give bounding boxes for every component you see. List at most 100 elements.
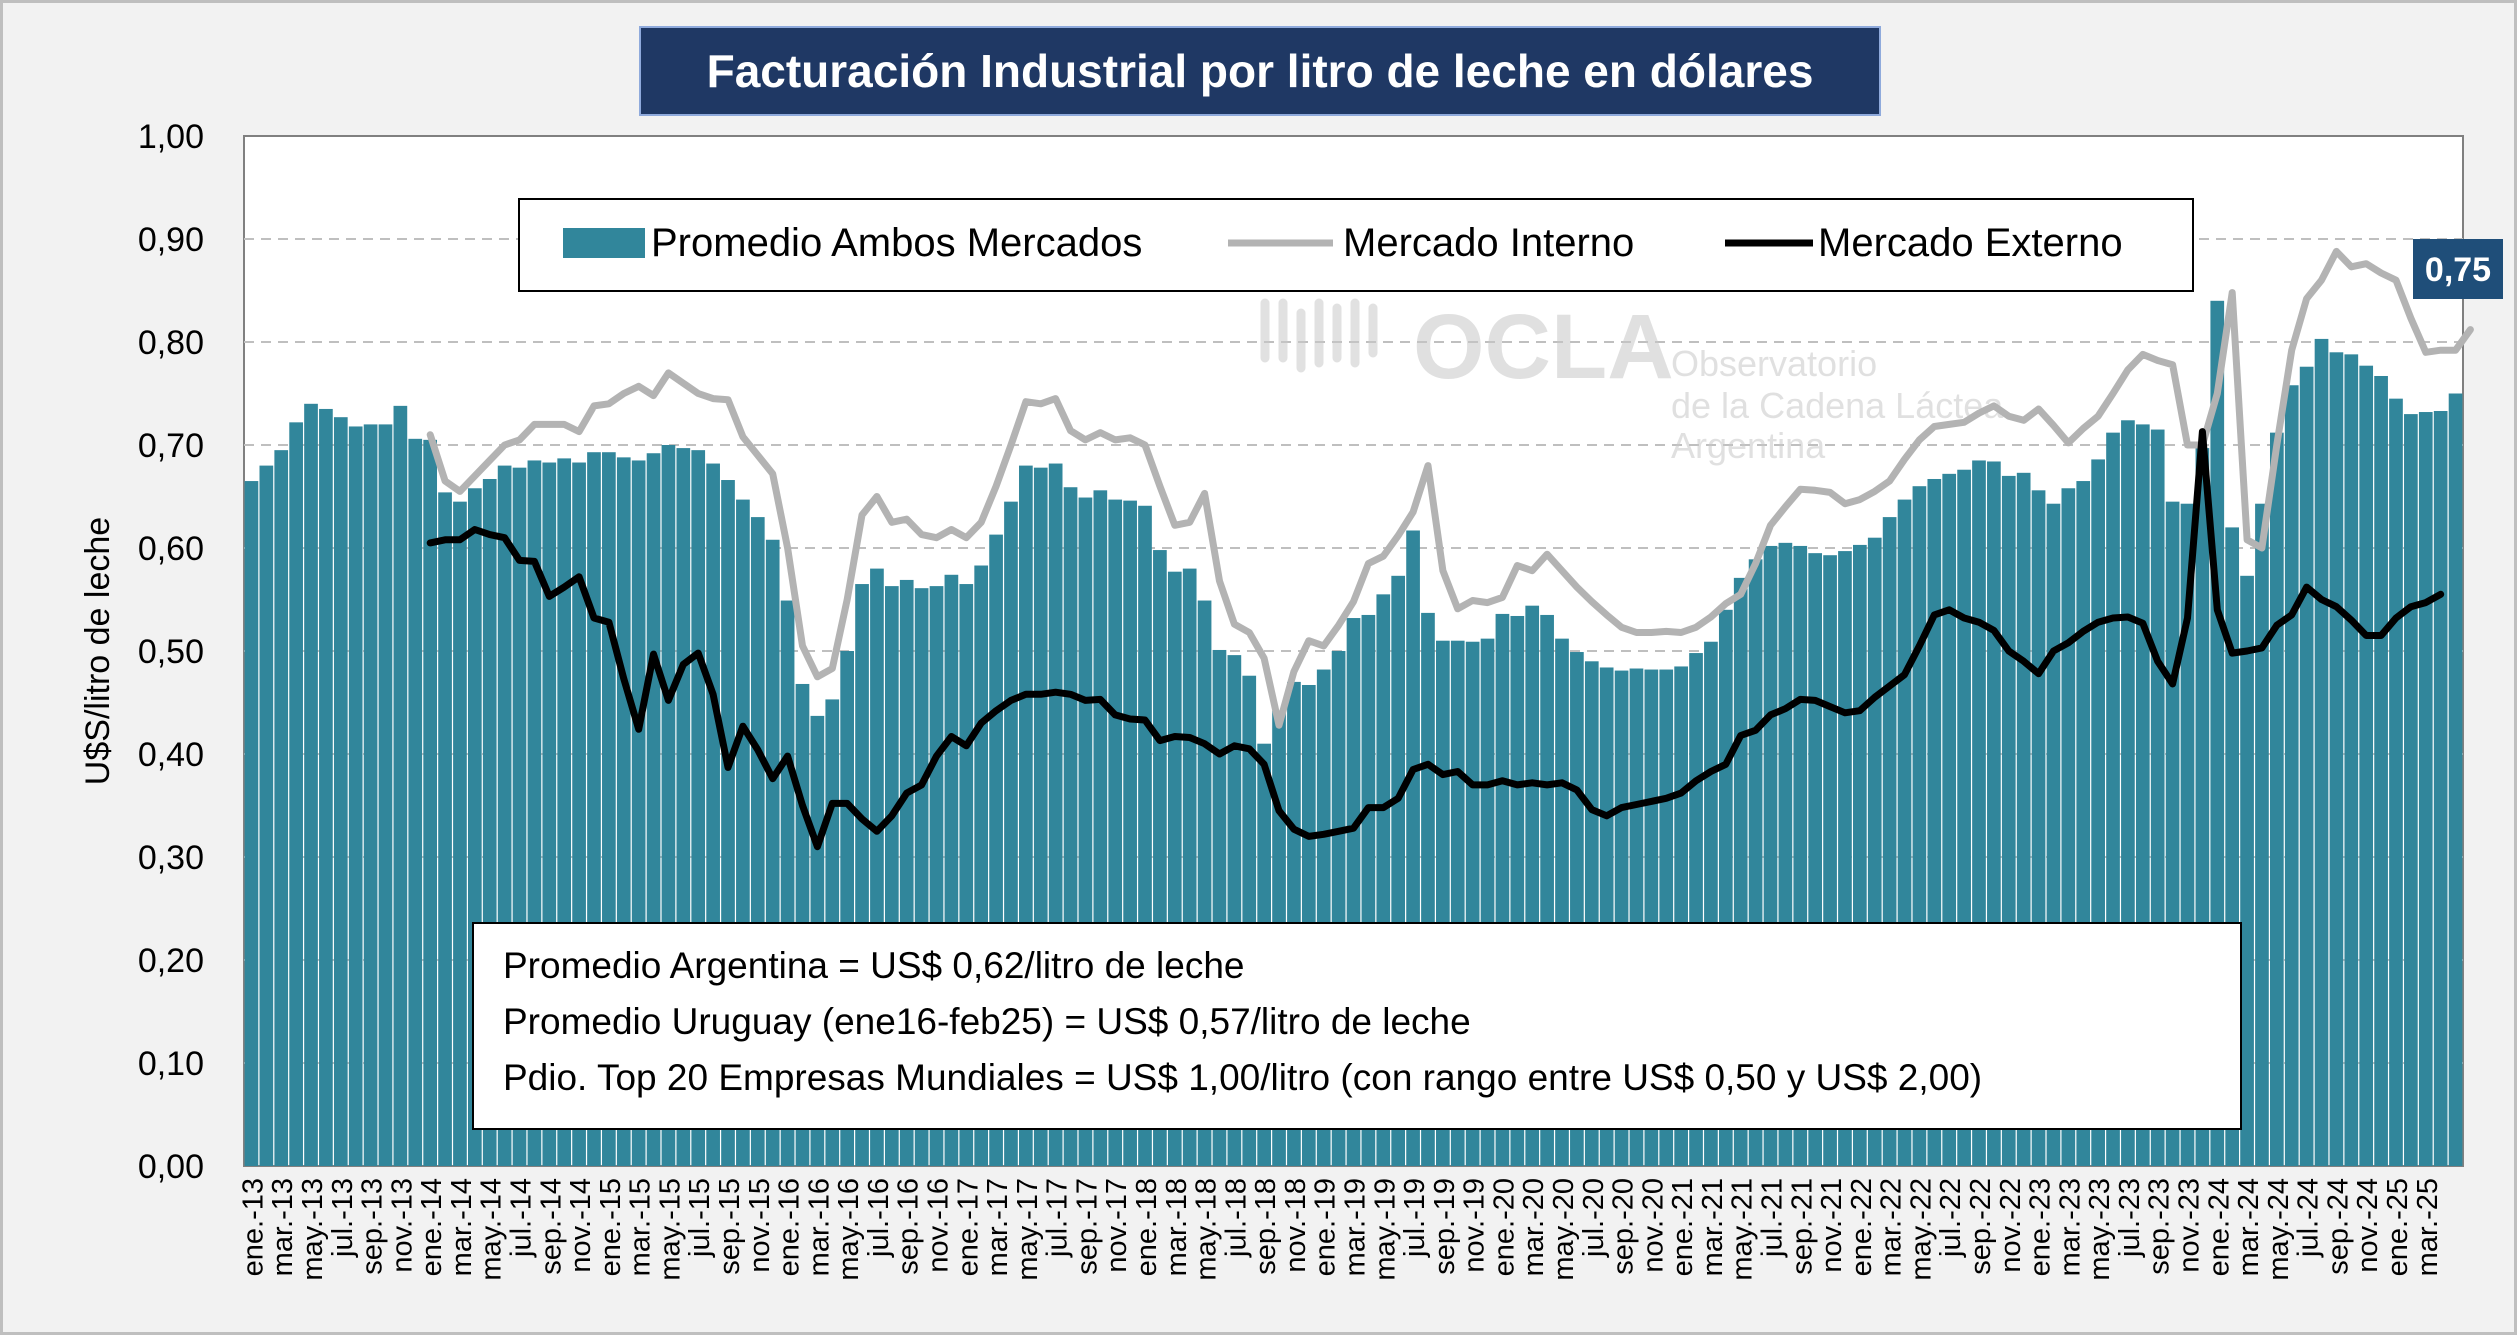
watermark-line-2: de la Cadena Láctea — [1671, 385, 2004, 426]
ocla-watermark: OCLA Observatorio de la Cadena Láctea Ar… — [1260, 296, 2004, 466]
x-tick-label: mar.-25 — [2412, 1178, 2444, 1276]
x-tick-label: ene.-16 — [774, 1178, 806, 1276]
bar — [2448, 393, 2463, 1166]
x-tick-label: mar.-20 — [1518, 1178, 1550, 1276]
last-value-badge — [2413, 239, 2503, 299]
x-tick-label: nov.-19 — [1459, 1178, 1491, 1273]
x-tick-label: may.-18 — [1191, 1178, 1223, 1281]
annotation-box: Promedio Argentina = US$ 0,62/litro de l… — [472, 922, 2242, 1130]
x-tick-label: may.-20 — [1548, 1178, 1580, 1281]
x-tick-label: may.-16 — [833, 1178, 865, 1281]
x-tick-label: jul.-13 — [327, 1178, 359, 1258]
x-tick-label: sep.-24 — [2322, 1178, 2354, 1275]
bar — [408, 438, 423, 1166]
x-tick-label: may.-14 — [476, 1178, 508, 1281]
x-tick-label: mar.-17 — [982, 1178, 1014, 1276]
bar — [363, 424, 378, 1166]
watermark-line-1: Observatorio — [1671, 343, 1877, 384]
bar — [2329, 352, 2344, 1166]
x-tick-label: nov.-20 — [1637, 1178, 1669, 1273]
x-tick-label: may.-15 — [654, 1178, 686, 1281]
bar — [2240, 575, 2254, 1166]
line-mercado-externo — [426, 428, 2445, 851]
bar — [2389, 398, 2403, 1166]
x-tick-label: sep.-13 — [357, 1178, 389, 1275]
x-tick-label: sep.-14 — [535, 1178, 567, 1275]
x-tick-label: may.-21 — [1727, 1178, 1759, 1281]
bar — [244, 481, 259, 1166]
line-series — [426, 247, 2474, 851]
x-tick-label: ene.-14 — [416, 1178, 448, 1276]
chart-title: Facturación Industrial por litro de lech… — [707, 45, 1814, 97]
bar — [438, 492, 452, 1166]
x-tick-label: jul.-14 — [506, 1178, 538, 1258]
annotation-line-1: Promedio Argentina = US$ 0,62/litro de l… — [503, 945, 1244, 986]
bar — [2255, 503, 2269, 1167]
x-tick-label: ene.-21 — [1667, 1178, 1699, 1276]
bar — [2433, 411, 2448, 1166]
bar — [2269, 432, 2284, 1166]
bar — [2418, 412, 2433, 1166]
x-tick-label: jul.-18 — [1220, 1178, 1252, 1258]
x-tick-label: ene.-15 — [595, 1178, 627, 1276]
y-tick-label: 0,20 — [138, 942, 204, 980]
x-tick-label: may.-13 — [297, 1178, 329, 1281]
bar — [333, 417, 348, 1166]
bar — [2359, 365, 2374, 1166]
last-value-label: 0,75 — [2425, 251, 2491, 289]
x-tick-label: mar.-18 — [1161, 1178, 1193, 1276]
x-tick-label: ene.-13 — [237, 1178, 269, 1276]
watermark-logo-text: OCLA — [1413, 296, 1674, 398]
x-tick-label: mar.-19 — [1340, 1178, 1372, 1276]
bar — [2404, 414, 2418, 1167]
x-tick-label: ene.-23 — [2025, 1178, 2057, 1276]
title-box — [639, 26, 1881, 116]
legend-swatch-bars — [563, 228, 645, 258]
annotation-line-3: Pdio. Top 20 Empresas Mundiales = US$ 1,… — [503, 1057, 1982, 1098]
x-tick-label: mar.-22 — [1876, 1178, 1908, 1276]
x-tick-label: sep.-21 — [1786, 1178, 1818, 1275]
x-tick-label: ene.-18 — [1131, 1178, 1163, 1276]
x-tick-label: may.-22 — [1905, 1178, 1937, 1281]
x-tick-label: nov.-17 — [1101, 1178, 1133, 1273]
y-tick-label: 0,40 — [138, 736, 204, 774]
x-tick-label: jul.-22 — [1935, 1178, 1967, 1258]
x-tick-label: mar.-21 — [1697, 1178, 1729, 1276]
bar — [259, 465, 274, 1167]
bar — [2374, 375, 2388, 1166]
x-tick-label: may.-24 — [2263, 1178, 2295, 1281]
x-tick-label: ene.-17 — [952, 1178, 984, 1276]
y-axis-label: U$S/litro de leche — [79, 517, 117, 785]
y-tick-label: 0,90 — [138, 221, 204, 259]
bar — [2314, 338, 2329, 1166]
line-mercado-interno — [426, 247, 2474, 729]
bar — [289, 422, 303, 1167]
bar — [2299, 366, 2314, 1167]
x-tick-label: jul.-24 — [2293, 1178, 2325, 1258]
bar — [393, 405, 408, 1166]
y-tick-label: 0,70 — [138, 427, 204, 465]
x-tick-label: mar.-14 — [446, 1178, 478, 1276]
x-tick-label: sep.-23 — [2144, 1178, 2176, 1275]
watermark-line-3: Argentina — [1671, 425, 1826, 466]
x-tick-label: mar.-24 — [2233, 1178, 2265, 1276]
y-tick-label: 0,10 — [138, 1045, 204, 1083]
x-tick-label: may.-23 — [2084, 1178, 2116, 1281]
y-axis-ticks: 0,00 0,10 0,20 0,30 0,40 0,50 0,60 0,70 0,80 0,90… — [138, 118, 204, 1186]
x-tick-label: mar.-13 — [267, 1178, 299, 1276]
x-tick-label: sep.-19 — [1429, 1178, 1461, 1275]
x-tick-label: ene.-19 — [1310, 1178, 1342, 1276]
legend-box — [518, 198, 2194, 292]
bar — [319, 408, 333, 1166]
x-tick-label: jul.-19 — [1399, 1178, 1431, 1258]
x-tick-label: nov.-16 — [923, 1178, 955, 1273]
x-tick-label: may.-17 — [1012, 1178, 1044, 1281]
legend-label-bars: Promedio Ambos Mercados — [651, 221, 1142, 265]
x-tick-label: nov.-18 — [1280, 1178, 1312, 1273]
x-tick-label: mar.-15 — [625, 1178, 657, 1276]
y-tick-label: 0,80 — [138, 324, 204, 362]
x-tick-label: may.-19 — [1369, 1178, 1401, 1281]
x-tick-label: ene.-20 — [1488, 1178, 1520, 1276]
